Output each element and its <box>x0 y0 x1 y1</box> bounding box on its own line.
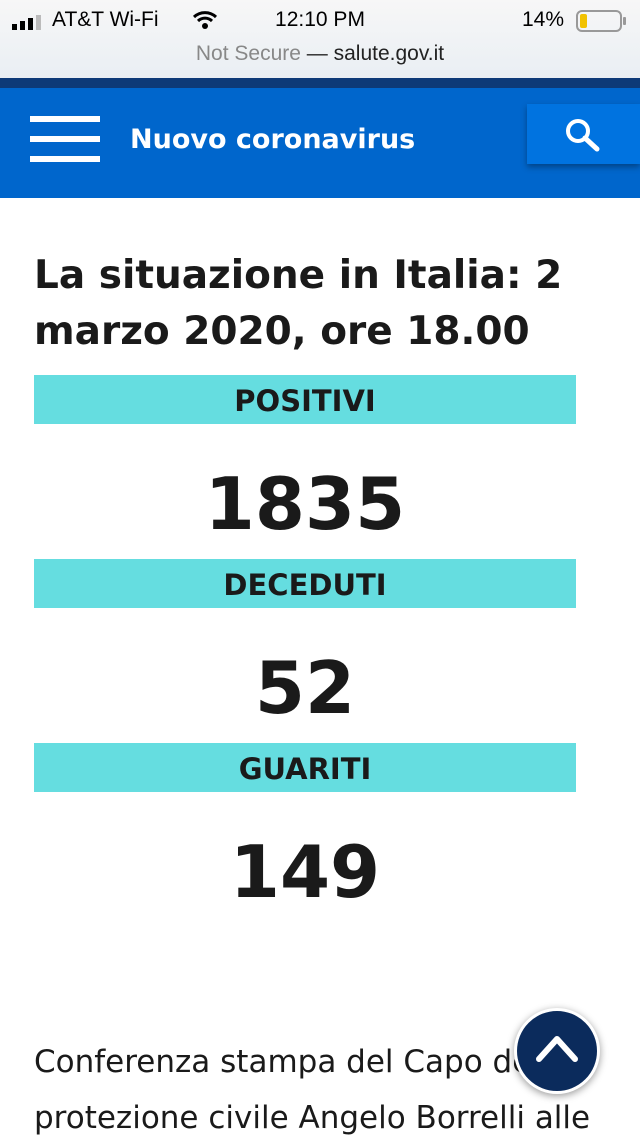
top-stripe <box>0 78 640 88</box>
menu-line[interactable] <box>30 116 100 122</box>
stat-label: POSITIVI <box>34 375 576 424</box>
wifi-icon <box>192 11 218 29</box>
site-name[interactable]: Nuovo coronavirus <box>130 124 416 155</box>
domain: salute.gov.it <box>333 42 445 65</box>
status-bar: AT&T Wi-Fi 12:10 PM 14% Not Secure — sal… <box>0 0 640 80</box>
stat-value: 149 <box>229 830 381 914</box>
stat-value: 52 <box>254 646 356 730</box>
clock: 12:10 PM <box>275 8 365 31</box>
page-title: La situazione in Italia: 2 marzo 2020, o… <box>34 253 563 354</box>
search-button[interactable] <box>527 104 640 164</box>
battery-icon <box>576 10 626 32</box>
url-bar[interactable]: Not Secure — salute.gov.it <box>195 42 445 65</box>
signal-icon <box>12 15 41 30</box>
stat-value: 1835 <box>204 462 406 546</box>
stat-label: DECEDUTI <box>34 559 576 608</box>
stat-label: GUARITI <box>34 743 576 792</box>
back-to-top-button[interactable] <box>514 1008 600 1094</box>
menu-line[interactable] <box>30 136 100 142</box>
menu-line[interactable] <box>30 156 100 162</box>
battery-percent: 14% <box>522 8 565 31</box>
security-label: Not Secure <box>195 42 301 65</box>
search-icon <box>566 119 600 152</box>
carrier: AT&T Wi-Fi <box>52 8 159 31</box>
paragraph: Conferenza stampa del Capo della protezi… <box>34 1044 591 1136</box>
arrow-up-icon <box>536 1036 578 1062</box>
